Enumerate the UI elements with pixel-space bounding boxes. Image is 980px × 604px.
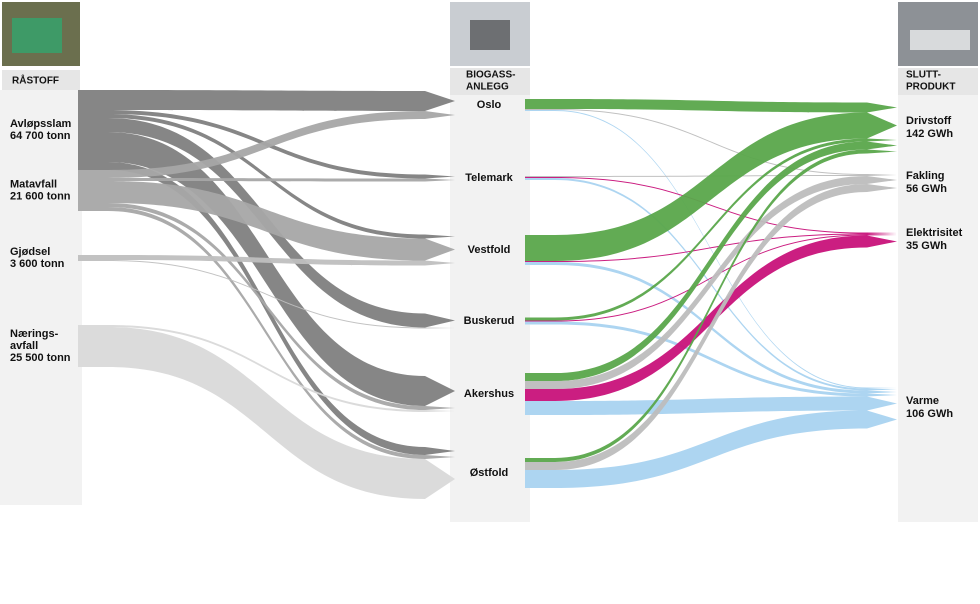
header-box [450, 68, 530, 95]
product-label: Drivstoff [906, 115, 952, 127]
flow [78, 207, 455, 459]
flow [525, 396, 897, 415]
product-amount: 106 GWh [906, 408, 953, 420]
flow [525, 233, 897, 262]
plant-label: Akershus [464, 388, 514, 400]
flow [525, 141, 897, 381]
flow [525, 149, 897, 462]
product-label: Fakling [906, 170, 945, 182]
product-photo-detail [910, 30, 970, 50]
product-header: SLUTT- [906, 70, 941, 81]
product-label: Elektrisitet [906, 227, 963, 239]
product-column [898, 95, 978, 522]
source-amount: 25 500 tonn [10, 352, 71, 364]
flow [78, 90, 455, 111]
plant-label: Buskerud [464, 315, 515, 327]
flow [78, 178, 455, 182]
flow [525, 234, 897, 322]
flow [78, 181, 455, 261]
header-box [898, 68, 978, 95]
source-label: Avløpsslam [10, 118, 72, 130]
flow [525, 321, 897, 397]
plant-header: BIOGASS- [466, 70, 515, 81]
flow [525, 177, 897, 234]
links [78, 90, 897, 499]
flow [525, 99, 897, 113]
product-amount: 35 GWh [906, 240, 947, 252]
plant-photo-detail [470, 20, 510, 50]
flow [78, 203, 455, 410]
source-amount: 3 600 tonn [10, 258, 65, 270]
flow [525, 235, 897, 401]
flow [525, 112, 897, 261]
flow [78, 327, 455, 499]
flow [525, 138, 897, 321]
flow [525, 410, 897, 488]
source-label: Matavfall [10, 178, 57, 190]
flow [78, 260, 455, 329]
source-photo-detail [12, 18, 62, 53]
plant-header: ANLEGG [466, 82, 509, 93]
plant-label: Oslo [477, 99, 502, 111]
product-label: Varme [906, 395, 939, 407]
source-label: Nærings- [10, 328, 59, 340]
flow [525, 109, 897, 175]
source-amount: 21 600 tonn [10, 190, 71, 202]
plant-label: Vestfold [468, 244, 511, 256]
flow [78, 132, 455, 406]
plant-label: Telemark [465, 172, 513, 184]
source-label: avfall [10, 340, 38, 352]
plant-label: Østfold [470, 467, 509, 479]
flow [78, 325, 455, 412]
product-amount: 142 GWh [906, 128, 953, 140]
source-label: Gjødsel [10, 246, 50, 258]
flow [78, 114, 455, 239]
flow [525, 184, 897, 470]
flow [78, 111, 455, 178]
flow [78, 255, 455, 266]
product-header: PRODUKT [906, 82, 955, 93]
product-amount: 56 GWh [906, 183, 947, 195]
plant-column [450, 95, 530, 522]
flow [525, 176, 897, 389]
flow [525, 110, 897, 389]
header-box [2, 70, 80, 90]
source-header: RÅSTOFF [12, 74, 59, 87]
source-amount: 64 700 tonn [10, 130, 71, 142]
source-column [0, 90, 82, 505]
